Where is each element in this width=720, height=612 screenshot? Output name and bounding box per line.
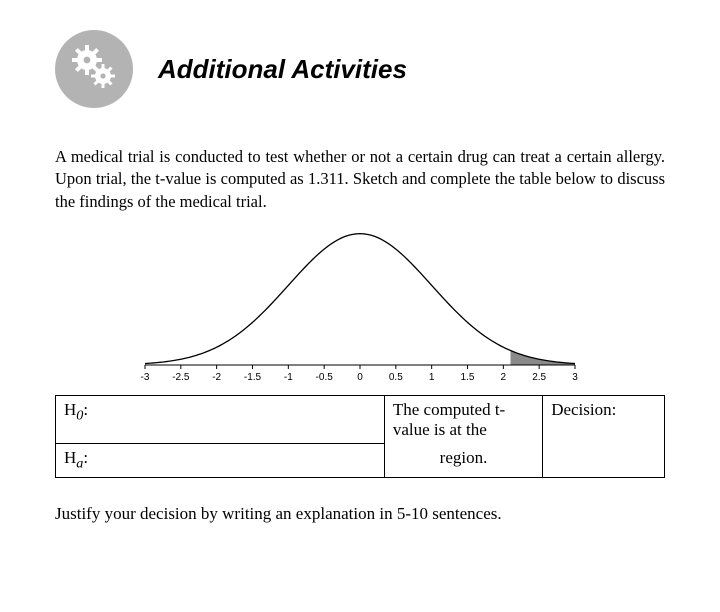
cell-tvalue-top: The computed t-value is at the	[384, 395, 542, 444]
svg-text:2.5: 2.5	[532, 372, 546, 383]
intro-paragraph: A medical trial is conducted to test whe…	[55, 146, 665, 213]
svg-text:-2: -2	[212, 372, 221, 383]
page-title: Additional Activities	[158, 54, 407, 85]
svg-text:3: 3	[572, 372, 578, 383]
findings-table: H0: The computed t-value is at the Decis…	[55, 395, 665, 478]
svg-text:2: 2	[501, 372, 507, 383]
svg-text:-1: -1	[284, 372, 293, 383]
h0-colon: :	[83, 400, 88, 419]
ha-colon: :	[83, 448, 88, 467]
header: Additional Activities	[55, 30, 665, 108]
svg-text:0: 0	[357, 372, 363, 383]
cell-decision: Decision:	[543, 395, 665, 477]
ha-sym: H	[64, 448, 76, 467]
cell-ha: Ha:	[56, 444, 385, 477]
svg-text:-3: -3	[141, 372, 150, 383]
svg-text:0.5: 0.5	[389, 372, 403, 383]
gears-icon	[55, 30, 133, 108]
cell-tvalue-bottom: region.	[384, 444, 542, 477]
svg-text:1: 1	[429, 372, 435, 383]
bell-curve-chart: -3 -2.5 -2 -1.5 -1 -0.5 0 0.5 1 1.5 2 2.5 3	[55, 223, 665, 393]
svg-text:1.5: 1.5	[461, 372, 475, 383]
h0-sym: H	[64, 400, 76, 419]
svg-text:-2.5: -2.5	[172, 372, 190, 383]
svg-text:-1.5: -1.5	[244, 372, 262, 383]
cell-h0: H0:	[56, 395, 385, 444]
justify-text: Justify your decision by writing an expl…	[55, 504, 665, 524]
svg-text:-0.5: -0.5	[316, 372, 334, 383]
